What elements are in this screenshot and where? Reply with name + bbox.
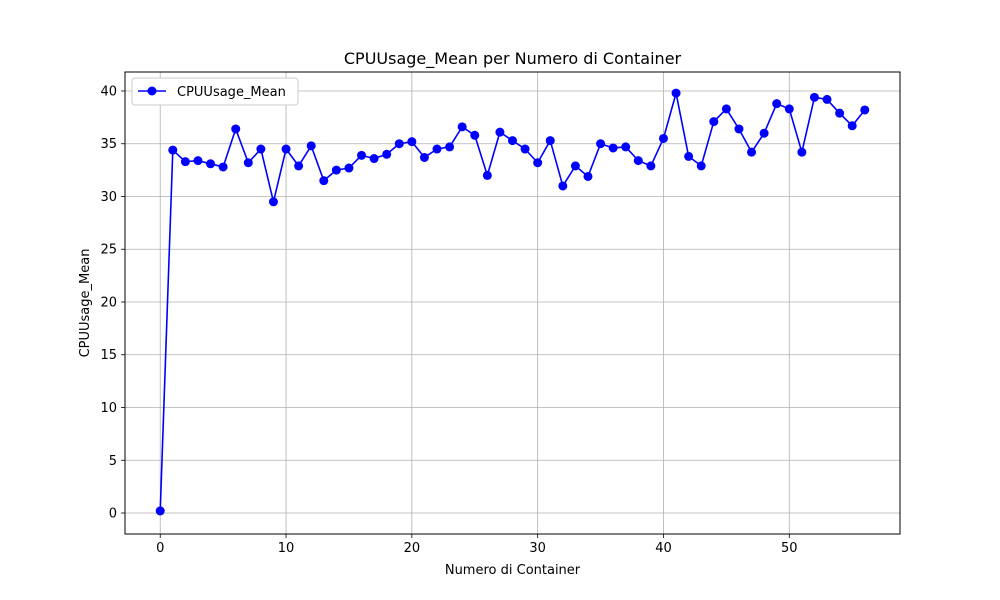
data-point-34 — [583, 171, 593, 181]
data-point-11 — [294, 161, 304, 171]
data-point-5 — [218, 162, 228, 172]
data-point-47 — [747, 147, 757, 157]
data-point-46 — [734, 124, 744, 134]
data-point-35 — [596, 139, 606, 149]
data-point-0 — [155, 506, 165, 516]
data-point-16 — [357, 150, 367, 160]
y-tick-label-5: 25 — [100, 243, 117, 258]
data-point-12 — [306, 141, 316, 151]
data-point-4 — [206, 159, 216, 169]
y-tick-label-8: 40 — [100, 84, 117, 99]
data-point-9 — [268, 197, 278, 207]
data-point-51 — [797, 147, 807, 157]
data-point-37 — [621, 142, 631, 152]
data-point-29 — [520, 144, 530, 154]
data-point-13 — [319, 176, 329, 186]
y-tick-label-1: 5 — [109, 454, 117, 469]
data-point-3 — [193, 156, 203, 166]
x-tick-label-1: 10 — [278, 541, 295, 556]
data-point-25 — [470, 130, 480, 140]
data-point-40 — [658, 133, 668, 143]
data-point-48 — [759, 128, 769, 138]
data-point-54 — [835, 108, 845, 118]
data-point-7 — [243, 158, 253, 168]
plot-frame — [124, 71, 901, 535]
axis-ticks: 0 10 20 30 40 50 0 5 10 15 20 25 30 35 40 — [100, 84, 797, 556]
y-tick-label-0: 0 — [109, 507, 117, 522]
data-point-23 — [445, 142, 455, 152]
y-tick-label-7: 35 — [100, 137, 117, 152]
data-point-36 — [608, 143, 618, 153]
data-point-39 — [646, 161, 656, 171]
y-axis-label: CPUUsage_Mean — [78, 249, 93, 358]
data-point-32 — [558, 181, 568, 191]
series-layer — [155, 88, 870, 516]
legend-marker — [147, 86, 157, 96]
y-tick-label-6: 30 — [100, 190, 117, 205]
x-tick-label-2: 20 — [404, 541, 421, 556]
data-point-6 — [231, 124, 241, 134]
data-point-2 — [180, 157, 190, 167]
data-point-53 — [822, 94, 832, 104]
data-point-26 — [482, 170, 492, 180]
data-point-20 — [407, 137, 417, 147]
x-axis-label: Numero di Container — [445, 563, 581, 578]
legend-box — [131, 77, 299, 106]
legend: CPUUsage_Mean — [131, 77, 299, 106]
data-point-42 — [684, 151, 694, 161]
data-point-55 — [847, 121, 857, 131]
chart-title: CPUUsage_Mean per Numero di Container — [344, 49, 682, 69]
data-point-10 — [281, 144, 291, 154]
data-point-38 — [633, 156, 643, 166]
data-point-15 — [344, 163, 354, 173]
data-point-49 — [772, 99, 782, 109]
data-point-31 — [545, 136, 555, 146]
data-point-22 — [432, 144, 442, 154]
x-tick-label-5: 50 — [781, 541, 798, 556]
data-point-19 — [394, 139, 404, 149]
data-point-44 — [709, 117, 719, 127]
y-tick-label-4: 20 — [100, 295, 117, 310]
data-point-21 — [419, 152, 429, 162]
data-point-30 — [533, 158, 543, 168]
y-tick-label-2: 10 — [100, 401, 117, 416]
data-point-33 — [570, 161, 580, 171]
legend-label: CPUUsage_Mean — [177, 85, 286, 100]
data-point-41 — [671, 88, 681, 98]
data-point-43 — [696, 161, 706, 171]
data-point-8 — [256, 144, 266, 154]
data-point-24 — [457, 122, 467, 132]
x-tick-label-0: 0 — [156, 541, 164, 556]
data-point-1 — [168, 145, 178, 155]
data-point-50 — [784, 104, 794, 114]
x-tick-label-3: 30 — [529, 541, 546, 556]
data-point-14 — [331, 165, 341, 175]
data-point-52 — [809, 92, 819, 102]
y-tick-label-3: 15 — [100, 348, 117, 363]
data-point-28 — [508, 136, 517, 146]
data-point-18 — [382, 149, 392, 159]
x-tick-label-4: 40 — [655, 541, 672, 556]
data-point-56 — [860, 105, 870, 115]
data-point-27 — [495, 127, 505, 137]
data-point-45 — [721, 104, 731, 114]
data-point-17 — [369, 154, 379, 164]
